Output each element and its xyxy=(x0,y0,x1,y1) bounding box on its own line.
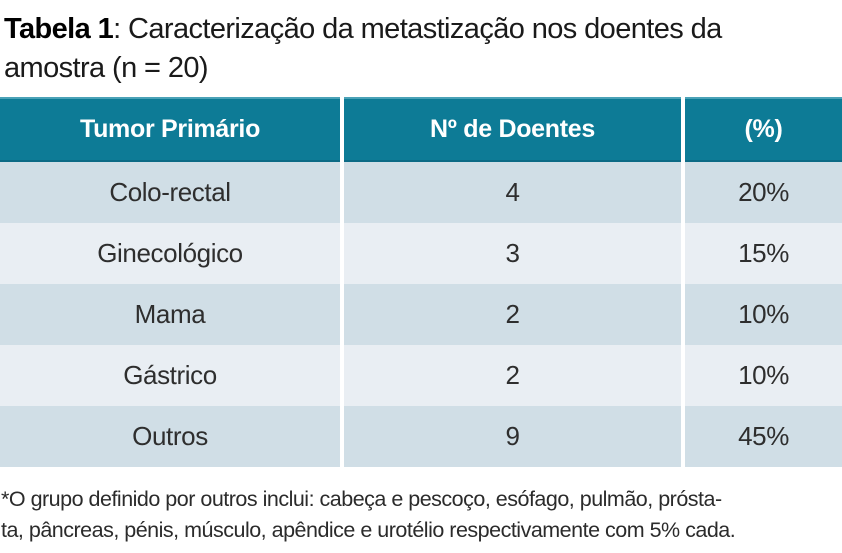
table-cell-percent: 20% xyxy=(681,161,842,223)
caption-table-number: Tabela 1 xyxy=(4,13,114,45)
footnote-line-2: ta, pâncreas, pénis, músculo, apêndice e… xyxy=(1,518,736,542)
table-row: Mama 2 10% xyxy=(0,284,842,345)
table-cell-percent: 10% xyxy=(681,284,842,345)
table-cell-count: 4 xyxy=(340,161,683,223)
table-cell-count: 2 xyxy=(340,284,683,345)
caption-line-2: amostra (n = 20) xyxy=(4,52,209,84)
caption-line-1: Tabela 1: Caracterização da metastização… xyxy=(4,10,840,49)
table-row: Colo-rectal 4 20% xyxy=(0,161,842,223)
table-cell-tumor: Outros xyxy=(0,406,342,467)
table-cell-tumor: Colo-rectal xyxy=(0,161,342,223)
table-cell-count: 3 xyxy=(340,223,683,284)
table-cell-percent: 10% xyxy=(681,345,842,406)
column-header-percent: (%) xyxy=(681,97,842,162)
table-cell-percent: 15% xyxy=(681,223,842,284)
table-cell-count: 9 xyxy=(340,406,683,467)
table-row: Gástrico 2 10% xyxy=(0,345,842,406)
table-cell-count: 2 xyxy=(340,345,683,406)
footnote: *O grupo definido por outros inclui: cab… xyxy=(1,484,842,546)
table-header-row: Tumor Primário Nº de Doentes (%) xyxy=(0,97,842,162)
table-cell-tumor: Gástrico xyxy=(0,345,342,406)
table-caption: Tabela 1: Caracterização da metastização… xyxy=(4,10,840,88)
footnote-line-1: *O grupo definido por outros inclui: cab… xyxy=(1,487,722,511)
table-row: Ginecológico 3 15% xyxy=(0,223,842,284)
table-cell-tumor: Mama xyxy=(0,284,342,345)
column-header-tumor-primario: Tumor Primário xyxy=(0,97,342,162)
table-cell-tumor: Ginecológico xyxy=(0,223,342,284)
column-header-n-doentes: Nº de Doentes xyxy=(340,97,683,162)
table-row: Outros 9 45% xyxy=(0,406,842,467)
table-cell-percent: 45% xyxy=(681,406,842,467)
caption-text: : Caracterização da metastização nos doe… xyxy=(113,13,722,45)
metastasis-table: Tumor Primário Nº de Doentes (%) Colo-re… xyxy=(0,97,842,467)
